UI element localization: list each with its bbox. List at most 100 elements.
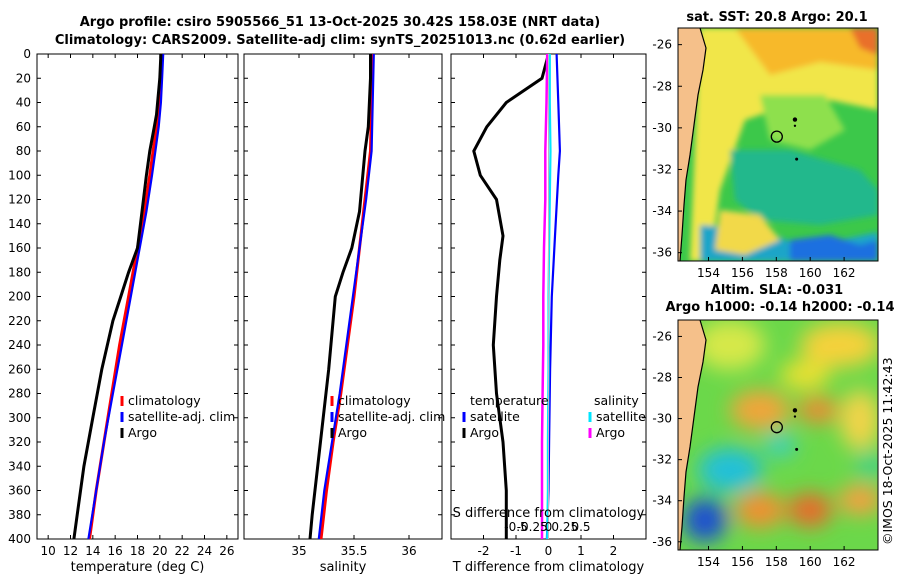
x-tick-label: 160 [799,555,822,569]
temperature-profile: 0 20 40 60 80 100 120 140 160 180 200 220 240 260 280 3… [8,47,239,575]
sla-map-axes: 154 156 158 160 162 -26 -28 -30 -32 -34 -36 [652,319,879,569]
plot-frame [36,53,239,540]
y-tick-label: 80 [16,144,31,158]
series-line-argo [72,53,163,540]
figure-title-line2: Climatology: CARS2009. Satellite-adj cli… [54,33,626,48]
profile-dot [795,447,799,451]
sla-map-title-line1: Altim. SLA: -0.031 [710,283,844,298]
y-tick-label: 20 [16,71,31,85]
x-tick-label-s: 0.5 [571,520,590,534]
legend-label: climatology [128,393,201,408]
y-tick-label: -30 [652,412,672,426]
y-tick-label: -28 [652,371,672,385]
legend-label: climatology [338,393,411,408]
y-tick-label: 340 [8,459,31,473]
y-tick-label: 260 [8,362,31,376]
x-axis-label-s: S difference from climatology [453,506,645,521]
x-tick-label: 35 [291,544,306,558]
series-line-satellite-adj-clim [317,53,375,540]
sst-map [678,28,878,261]
map-frame [677,319,879,551]
legend-label: Argo [338,425,367,440]
x-tick-label: 18 [130,544,145,558]
y-tick-label: 400 [8,532,31,546]
x-tick-label: 156 [731,555,754,569]
y-tick-label: 120 [8,193,31,207]
y-tick-label: 280 [8,387,31,401]
y-tick-label: -30 [652,121,672,135]
x-tick-label: -1 [510,544,522,558]
legend-title-temperature: temperature [470,393,549,408]
x-tick-label: 162 [833,266,856,280]
profile-dot [792,117,798,122]
x-tick-label-s: 0 [545,520,553,534]
y-tick-label: -36 [652,535,672,549]
y-tick-label: 380 [8,508,31,522]
sla-map [678,320,878,550]
profile-dot [795,157,799,161]
plot-frame [243,53,443,540]
series-line-satellite-adj-clim [87,53,165,540]
x-axis-label: temperature (deg C) [71,560,205,575]
sst-map-axes: 154 156 158 160 162 -26 -28 -30 -32 -34 -36 [652,27,879,280]
legend-label: satellite [596,409,646,424]
legend-label: satellite [470,409,520,424]
y-tick-label: 360 [8,484,31,498]
legend-title-salinity: salinity [594,393,639,408]
legend-label: Argo [596,425,625,440]
x-tick-label: 22 [175,544,190,558]
y-tick-label: 200 [8,290,31,304]
y-tick-label: 0 [23,47,31,61]
x-tick-label: 160 [799,266,822,280]
x-tick-label: 156 [731,266,754,280]
series-line-argo [308,54,372,540]
figure-title-line1: Argo profile: csiro 5905566_51 13-Oct-20… [79,15,601,30]
x-tick-label: 14 [85,544,100,558]
y-tick-label: 320 [8,435,31,449]
legend-label: satellite-adj. clim [338,409,445,424]
map-frame [677,27,879,262]
profile-dot [792,408,798,413]
y-tick-label: 240 [8,338,31,352]
legend: temperature salinitysatelliteArgosatellit… [462,393,646,440]
legend-label: satellite-adj. clim [128,409,235,424]
x-tick-label-s: -0.25 [517,520,548,534]
x-tick-label: -2 [478,544,490,558]
series-line-salinity-argo [540,53,549,539]
y-tick-label: 160 [8,241,31,255]
x-tick-label: 20 [152,544,167,558]
y-tick-label: -34 [652,204,672,218]
y-tick-label: -32 [652,453,672,467]
y-tick-label: 180 [8,265,31,279]
series-line-temperature-argo [472,53,550,539]
x-tick-label: 1 [577,544,585,558]
x-tick-label: 162 [833,555,856,569]
x-tick-label: 154 [697,555,720,569]
y-tick-label: -26 [652,329,672,343]
profile-dot [793,124,797,127]
legend-label: Argo [128,425,157,440]
x-tick-label: 154 [697,266,720,280]
argo-position-marker [770,130,783,143]
salinity-profile: 35 35.5 36 salinity climatologysatellite-adj… [243,53,445,575]
sst-map-title: sat. SST: 20.8 Argo: 20.1 [686,10,868,25]
y-tick-label: 60 [16,120,31,134]
legend-label: Argo [470,425,499,440]
x-tick-label: 2 [610,544,618,558]
x-tick-label: 16 [108,544,123,558]
x-axis-label: T difference from climatology [452,560,645,575]
y-tick-label: 100 [8,168,31,182]
x-tick-label: 158 [765,266,788,280]
x-axis-label: salinity [320,560,367,575]
y-tick-label: -32 [652,162,672,176]
x-tick-label: 35.5 [341,544,368,558]
profile-dot [793,415,797,418]
sla-map-title-line2: Argo h1000: -0.14 h2000: -0.14 [665,300,895,315]
y-tick-label: 140 [8,217,31,231]
x-tick-label: 26 [219,544,234,558]
y-tick-label: 300 [8,411,31,425]
y-tick-label: 40 [16,96,31,110]
x-tick-label: 10 [41,544,56,558]
